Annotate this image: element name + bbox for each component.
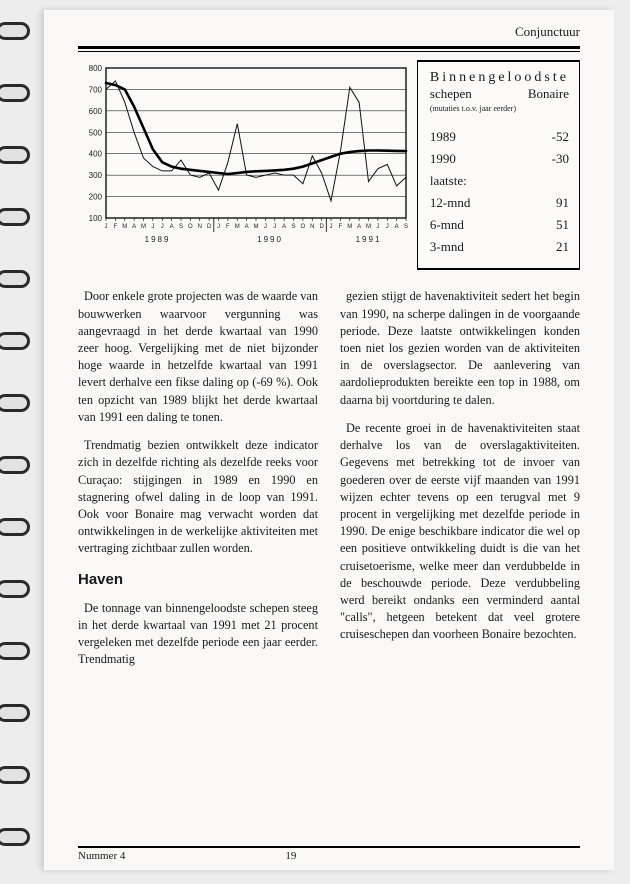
svg-text:A: A xyxy=(357,224,361,230)
svg-text:M: M xyxy=(254,224,259,230)
svg-text:M: M xyxy=(235,224,240,230)
info-row: 6-mnd51 xyxy=(430,214,569,236)
svg-text:500: 500 xyxy=(89,128,103,137)
body-columns: Door enkele grote projecten was de waard… xyxy=(78,288,580,668)
svg-text:J: J xyxy=(386,224,389,230)
paragraph: gezien stijgt de havenaktiviteit sedert … xyxy=(340,288,580,408)
info-row: 1990-30 xyxy=(430,148,569,170)
svg-text:M: M xyxy=(366,224,371,230)
svg-text:300: 300 xyxy=(89,171,103,180)
svg-text:J: J xyxy=(330,224,333,230)
info-subtitle: schepen Bonaire xyxy=(430,84,569,104)
svg-text:400: 400 xyxy=(89,150,103,159)
info-row: laatste: xyxy=(430,170,569,192)
page: Conjunctuur 100200300400500600700800JFMA… xyxy=(44,10,614,870)
svg-text:J: J xyxy=(264,224,267,230)
paragraph: Door enkele grote projecten was de waard… xyxy=(78,288,318,426)
svg-text:200: 200 xyxy=(89,193,103,202)
svg-text:700: 700 xyxy=(89,85,103,94)
info-note: (mutaties t.o.v. jaar eerder) xyxy=(430,103,569,115)
spiral-binding xyxy=(0,0,40,884)
svg-text:D: D xyxy=(319,224,324,230)
svg-text:M: M xyxy=(347,224,352,230)
svg-text:O: O xyxy=(188,224,193,230)
info-row: 3-mnd21 xyxy=(430,236,569,258)
svg-text:J: J xyxy=(273,224,276,230)
svg-text:M: M xyxy=(122,224,127,230)
svg-text:N: N xyxy=(310,224,314,230)
svg-text:F: F xyxy=(114,224,118,230)
info-box: Binnengeloodste schepen Bonaire (mutatie… xyxy=(417,60,580,270)
section-label: Conjunctuur xyxy=(78,24,580,40)
line-chart: 100200300400500600700800JFMAMJJASONDJFMA… xyxy=(78,60,411,250)
svg-text:1989: 1989 xyxy=(145,235,171,244)
svg-text:J: J xyxy=(376,224,379,230)
svg-text:800: 800 xyxy=(89,64,103,73)
svg-text:J: J xyxy=(151,224,154,230)
paragraph: De recente groei in de havenaktiviteiten… xyxy=(340,420,580,644)
svg-text:S: S xyxy=(179,224,183,230)
svg-text:J: J xyxy=(161,224,164,230)
svg-text:D: D xyxy=(207,224,212,230)
svg-text:N: N xyxy=(198,224,202,230)
svg-text:J: J xyxy=(217,224,220,230)
svg-text:M: M xyxy=(141,224,146,230)
svg-text:1991: 1991 xyxy=(356,235,382,244)
svg-text:A: A xyxy=(245,224,249,230)
svg-text:1990: 1990 xyxy=(257,235,283,244)
svg-text:100: 100 xyxy=(89,214,103,223)
svg-text:J: J xyxy=(105,224,108,230)
svg-text:A: A xyxy=(395,224,399,230)
svg-text:F: F xyxy=(226,224,230,230)
figure-row: 100200300400500600700800JFMAMJJASONDJFMA… xyxy=(78,60,580,270)
svg-text:600: 600 xyxy=(89,107,103,116)
svg-text:A: A xyxy=(170,224,174,230)
info-row: 1989-52 xyxy=(430,126,569,148)
svg-text:O: O xyxy=(301,224,306,230)
header-rule xyxy=(78,46,580,52)
info-row: 12-mnd91 xyxy=(430,192,569,214)
footer: Nummer 4 19 xyxy=(78,846,580,862)
svg-text:S: S xyxy=(291,224,295,230)
info-sub-left: schepen xyxy=(430,84,472,104)
info-sub-right: Bonaire xyxy=(528,84,569,104)
issue-number: Nummer 4 xyxy=(78,850,125,862)
svg-text:A: A xyxy=(282,224,286,230)
svg-text:A: A xyxy=(132,224,136,230)
svg-text:S: S xyxy=(404,224,408,230)
paragraph: De tonnage van binnengeloodste schepen s… xyxy=(78,600,318,669)
paragraph: Trendmatig bezien ontwikkelt deze indica… xyxy=(78,437,318,557)
page-number: 19 xyxy=(285,850,296,862)
svg-text:F: F xyxy=(339,224,343,230)
info-rows: 1989-521990-30laatste:12-mnd916-mnd513-m… xyxy=(430,126,569,259)
heading-haven: Haven xyxy=(78,569,318,590)
